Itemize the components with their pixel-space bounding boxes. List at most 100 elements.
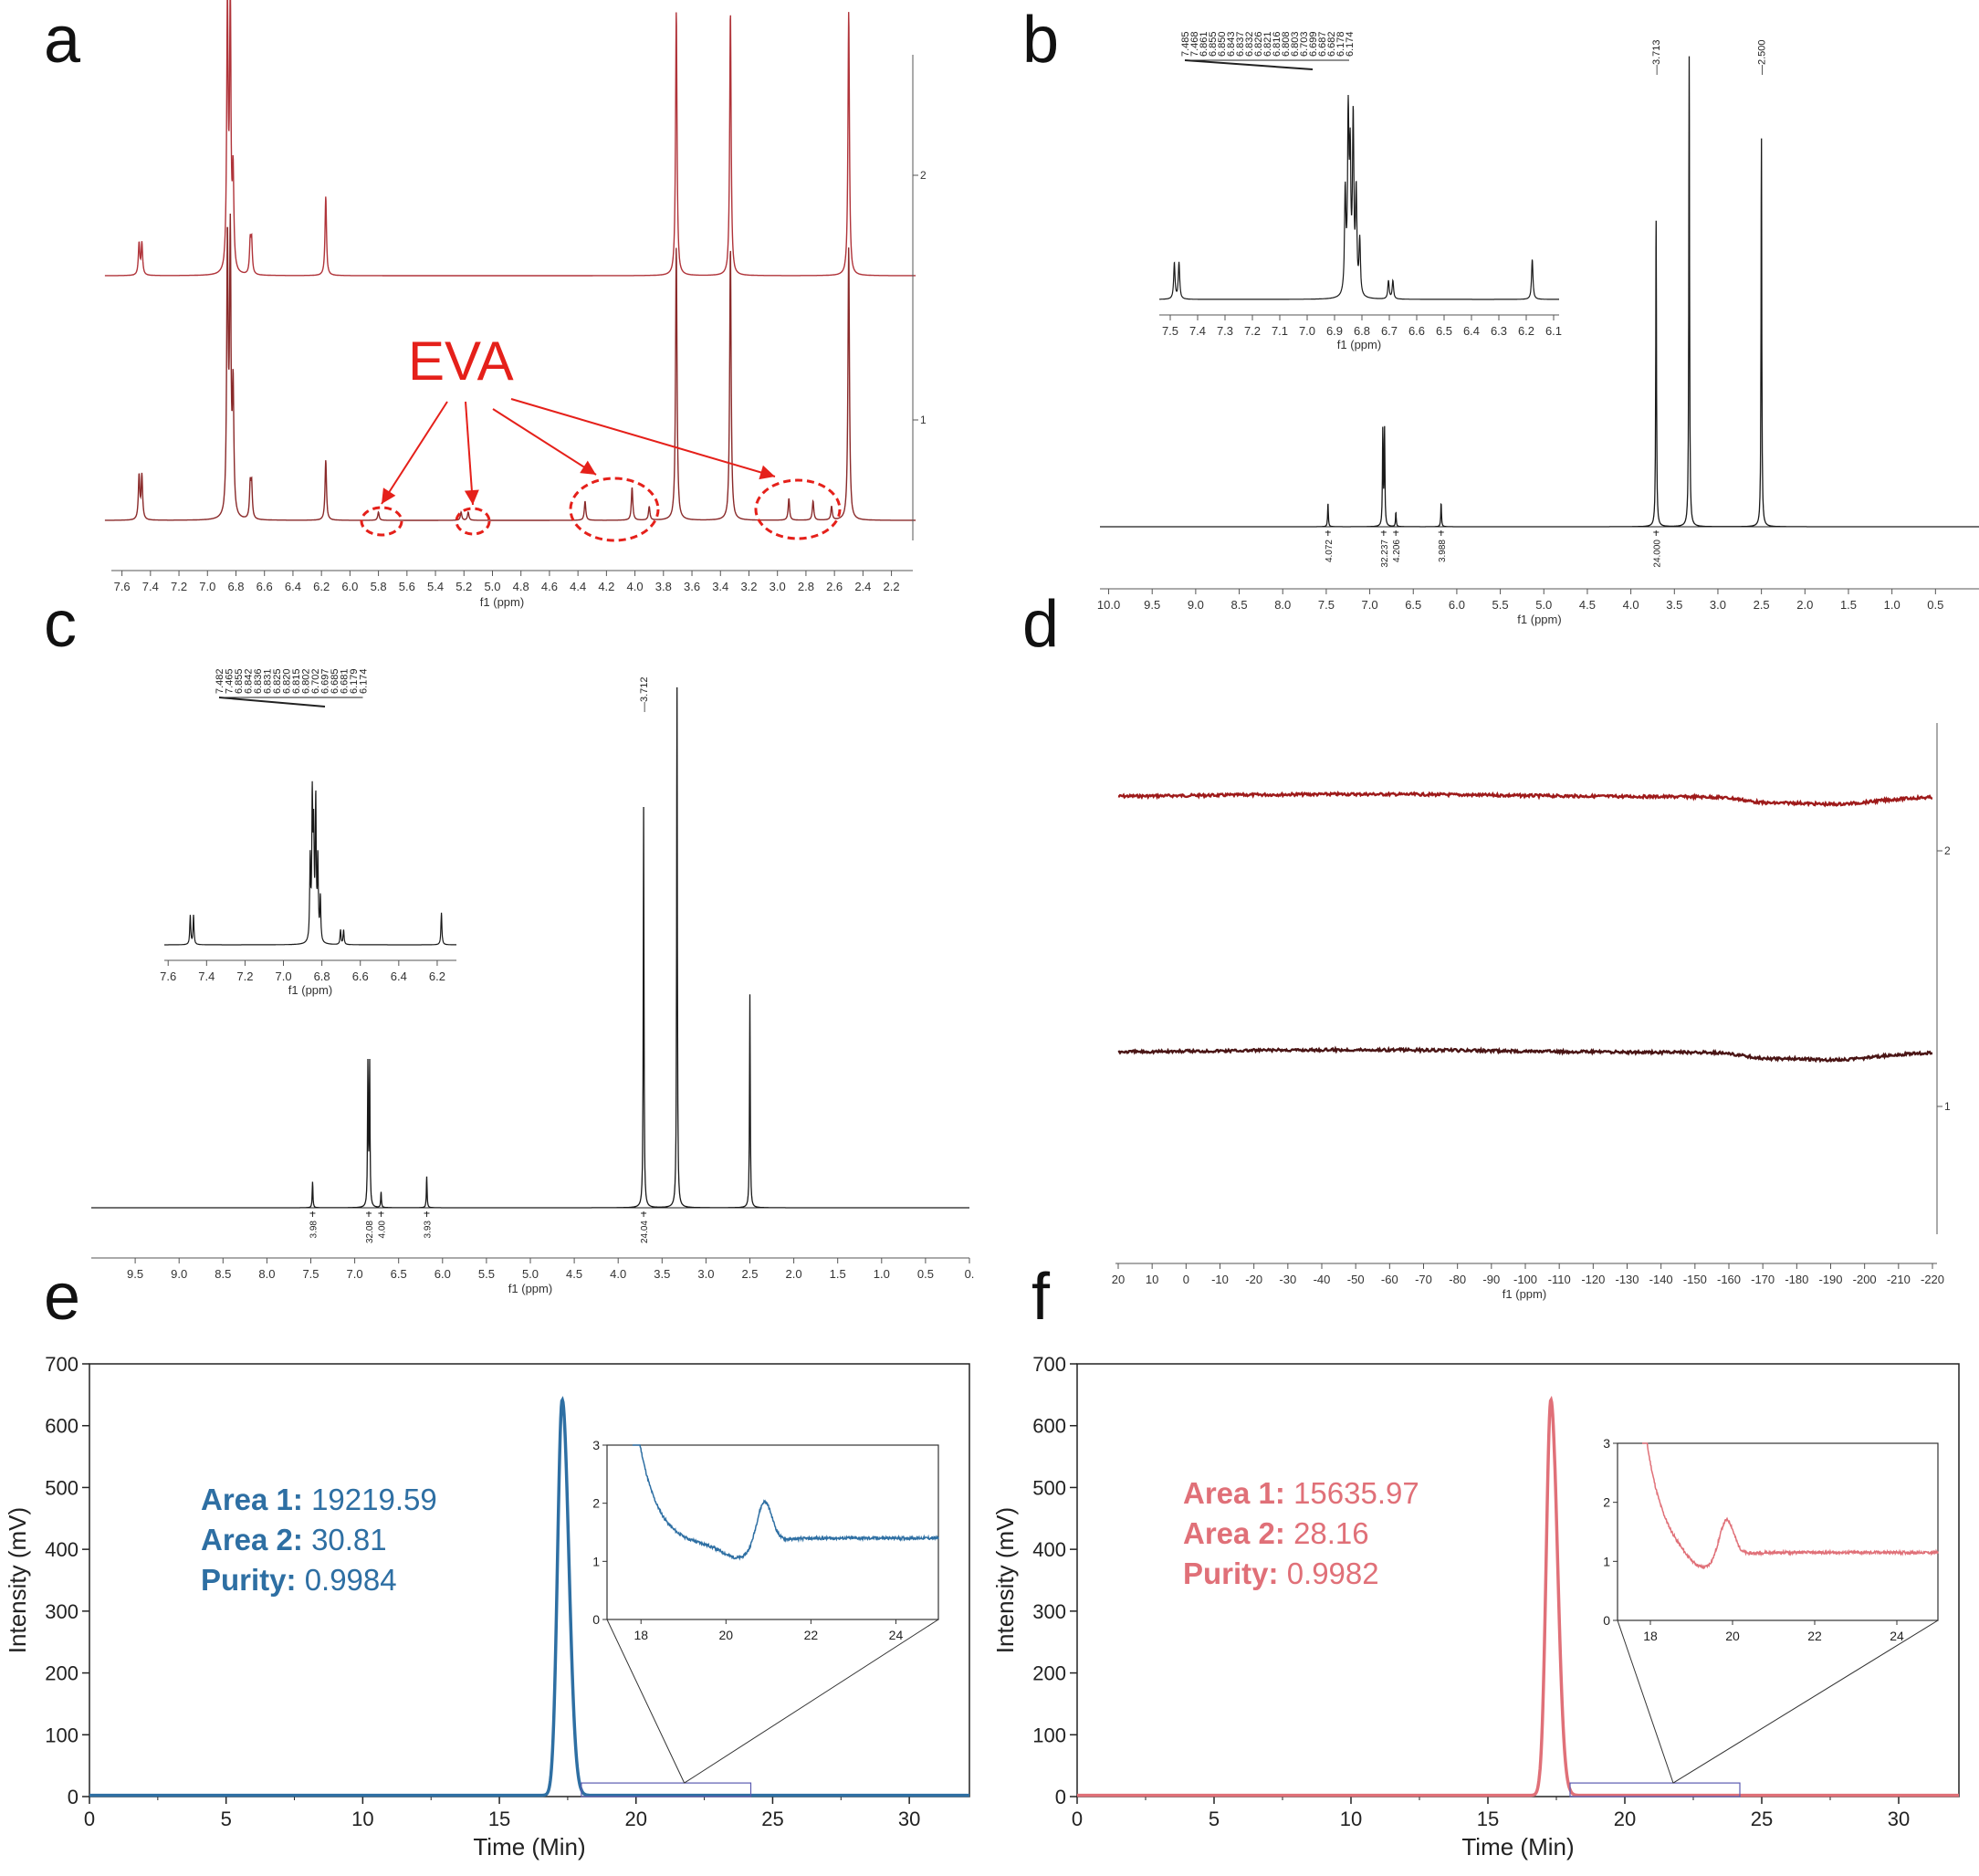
x-tick-label: -110 [1548,1273,1571,1286]
eva-label: EVA [408,330,514,392]
x-tick-label: 25 [1751,1808,1773,1830]
inset-y-tick-label: 3 [1603,1436,1610,1451]
nmr-trace-2 [1117,791,1933,808]
x-tick-label: 4.4 [570,580,586,593]
inset-y-tick-label: 0 [592,1612,600,1627]
x-tick-label: 7.5 [302,1267,319,1281]
integral-value: 3.988 [1438,540,1448,562]
chromatogram-trace [89,1396,969,1797]
peak-label-leader [218,697,326,707]
peak-label: 6.682 [1326,31,1337,57]
x-tick-label: -70 [1415,1273,1432,1286]
nmr-trace [91,686,969,1209]
peak-label-leader [1184,59,1314,70]
x-tick-label: 8.5 [215,1267,231,1281]
x-tick-label: 6.4 [1463,324,1480,338]
x-tick-label: 5.2 [455,580,472,593]
x-tick-label: 20 [1614,1808,1636,1830]
x-tick-label: 0 [84,1808,95,1830]
eva-arrowhead [759,465,775,480]
x-tick-label: 7.1 [1272,324,1288,338]
panel-label-e: e [44,1261,80,1334]
x-tick-label: 6.2 [313,580,330,593]
eva-arrowhead [464,489,479,505]
x-tick-label: 3.5 [1666,598,1682,612]
inset-x-axis-label: f1 (ppm) [288,983,332,997]
zoom-box [1569,1782,1741,1797]
nmr-trace-1 [1117,1045,1933,1064]
inset-x-tick-label: 18 [1643,1629,1658,1643]
integral-value: 3.98 [309,1221,319,1239]
peak-label: 6.842 [244,668,255,694]
x-tick-label: 6.4 [391,969,407,983]
x-tick-label: 8.5 [1231,598,1248,612]
panel-b-nmr: 10.0 9.5 9.0 8.5 8.0 7.5 7.0 6.5 6.0 5.5 5.0 4.5 4.0… [1097,31,1979,626]
y-tick-label: 500 [45,1476,79,1499]
inset-trace [164,781,456,946]
panel-c-nmr: 9.5 9.0 8.5 8.0 7.5 7.0 6.5 6.0 5.5 5.0 4.5 4.0 3.5 3… [91,668,974,1295]
x-tick-label: 6.0 [435,1267,451,1281]
x-tick-label: 5.4 [427,580,444,593]
x-axis-label: f1 (ppm) [480,595,524,609]
annotation-label: Purity: [201,1563,305,1597]
inset-trace [1159,94,1559,300]
x-tick-label: -210 [1887,1273,1911,1286]
panel-label-c: c [44,588,77,661]
inset-x-tick-label: 18 [633,1628,648,1642]
nmr-trace-1 [104,213,916,521]
x-tick-label: 20 [625,1808,647,1830]
zoom-connector [1617,1619,1674,1784]
annotation-value: 15635.97 [1293,1476,1419,1510]
eva-region-circle [360,506,403,537]
x-tick-label: 2.4 [854,580,871,593]
x-tick-label: 10 [1146,1273,1158,1286]
x-tick-label: 0 [1072,1808,1083,1830]
x-tick-label: 20 [1112,1273,1125,1286]
x-tick-label: 3.0 [1710,598,1726,612]
x-tick-label: 7.2 [171,580,187,593]
x-tick-label: 0. [965,1267,975,1281]
peak-label: 6.702 [310,668,321,694]
x-tick-label: 7.6 [160,969,176,983]
x-tick-label: 6.1 [1545,324,1562,338]
x-tick-label: 7.0 [1299,324,1315,338]
x-tick-label: 1.0 [1884,598,1900,612]
integral-value: 32.08 [365,1221,375,1243]
x-tick-label: 7.4 [142,580,159,593]
peak-label: —3.713 [1651,39,1662,75]
x-tick-label: 6.6 [257,580,273,593]
inset-trace [1642,1442,1939,1570]
x-tick-label: 15 [1477,1808,1499,1830]
x-axis-label: f1 (ppm) [1517,613,1561,626]
peak-label: 6.697 [320,668,331,694]
x-tick-label: -60 [1381,1273,1398,1286]
annotation-label: Area 2: [1183,1516,1293,1550]
annotation-label: Area 2: [201,1523,311,1556]
x-tick-label: 7.4 [1189,324,1206,338]
x-tick-label: 0.5 [917,1267,934,1281]
x-tick-label: -30 [1279,1273,1296,1286]
peak-label: 7.485 [1180,31,1191,57]
x-tick-label: 6.6 [352,969,369,983]
peak-label: 7.468 [1189,31,1200,57]
x-tick-label: 2.5 [1754,598,1770,612]
eva-arrow [492,408,597,476]
x-tick-label: 6.2 [1518,324,1534,338]
y-axis-label: Intensity (mV) [991,1507,1019,1653]
integral-value: 24.04 [640,1221,650,1243]
x-tick-label: -10 [1211,1273,1229,1286]
panel-label-d: d [1022,588,1059,661]
peak-label: 6.687 [1317,31,1328,57]
x-tick-label: 8.0 [1274,598,1291,612]
x-tick-label: 7.0 [199,580,215,593]
peak-label: 6.808 [1281,31,1292,57]
eva-arrow [381,401,448,505]
x-tick-label: 2.8 [798,580,814,593]
x-tick-label: -90 [1482,1273,1500,1286]
panel-label-b: b [1022,4,1059,77]
peak-label: 6.821 [1262,31,1273,57]
x-tick-label: 3.5 [654,1267,670,1281]
x-tick-label: -120 [1581,1273,1605,1286]
inset-y-tick-label: 0 [1603,1613,1610,1628]
eva-arrowhead [382,487,396,504]
